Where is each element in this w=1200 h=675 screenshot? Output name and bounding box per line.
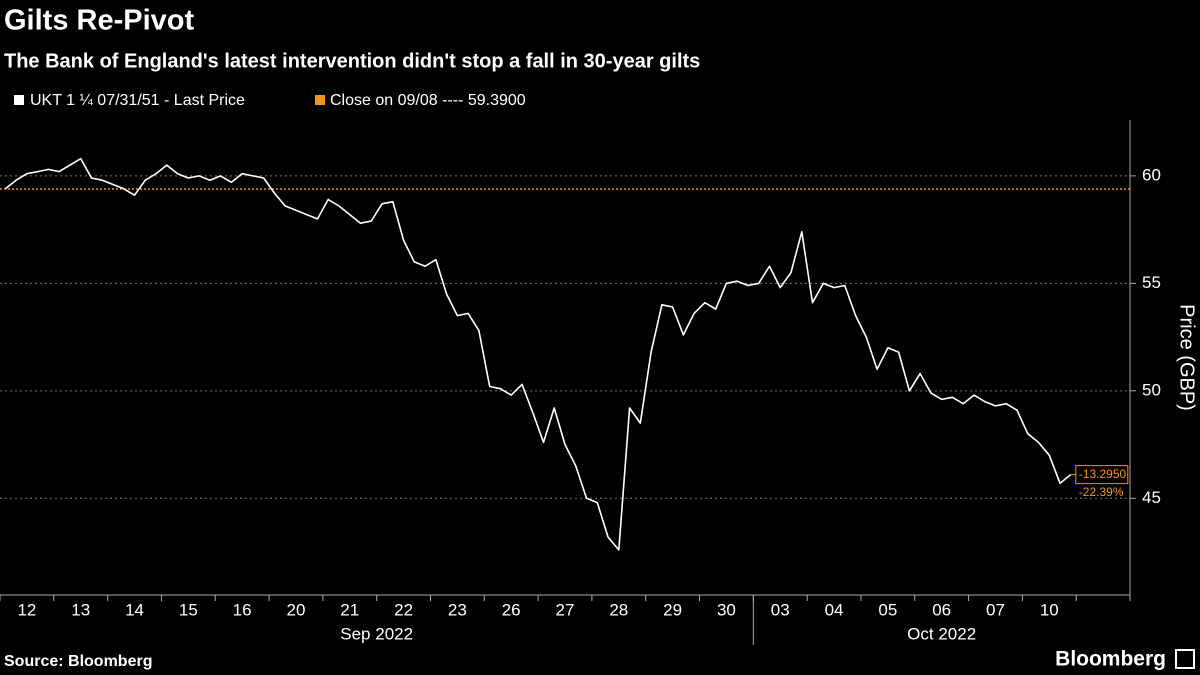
y-tick-label: 55 bbox=[1142, 273, 1161, 292]
y-tick-label: 45 bbox=[1142, 488, 1161, 507]
x-tick-label: 21 bbox=[340, 600, 359, 619]
x-tick-label: 28 bbox=[609, 600, 628, 619]
brand-icon bbox=[1175, 649, 1195, 669]
x-tick-label: 07 bbox=[986, 600, 1005, 619]
chart-subtitle: The Bank of England's latest interventio… bbox=[4, 50, 700, 72]
legend-swatch bbox=[14, 95, 24, 105]
x-tick-label: 14 bbox=[125, 600, 144, 619]
x-tick-label: 03 bbox=[771, 600, 790, 619]
x-group-label: Sep 2022 bbox=[340, 624, 413, 643]
y-axis-label: Price (GBP) bbox=[1176, 304, 1198, 411]
x-group-label: Oct 2022 bbox=[907, 624, 976, 643]
x-tick-label: 12 bbox=[17, 600, 36, 619]
x-tick-label: 04 bbox=[825, 600, 844, 619]
chart-title: Gilts Re-Pivot bbox=[4, 5, 194, 37]
annotation-box bbox=[1075, 465, 1129, 485]
x-tick-label: 06 bbox=[932, 600, 951, 619]
source: Source: Bloomberg bbox=[4, 653, 152, 670]
y-tick-label: 50 bbox=[1142, 380, 1161, 399]
x-tick-label: 23 bbox=[448, 600, 467, 619]
y-tick-label: 60 bbox=[1142, 165, 1161, 184]
legend-label: Close on 09/08 ---- 59.3900 bbox=[330, 92, 526, 109]
legend-swatch bbox=[315, 95, 325, 105]
x-tick-label: 16 bbox=[233, 600, 252, 619]
brand: Bloomberg bbox=[1055, 648, 1166, 671]
annotation: -22.39% bbox=[1079, 485, 1124, 499]
x-tick-label: 15 bbox=[179, 600, 198, 619]
x-tick-label: 10 bbox=[1040, 600, 1059, 619]
x-tick-label: 27 bbox=[556, 600, 575, 619]
x-tick-label: 30 bbox=[717, 600, 736, 619]
legend-label: UKT 1 ¼ 07/31/51 - Last Price bbox=[30, 92, 245, 109]
price-line bbox=[4, 157, 1072, 551]
x-tick-label: 05 bbox=[878, 600, 897, 619]
x-tick-label: 22 bbox=[394, 600, 413, 619]
x-tick-label: 13 bbox=[71, 600, 90, 619]
x-tick-label: 29 bbox=[663, 600, 682, 619]
annotation: -13.2950 bbox=[1079, 467, 1127, 481]
x-tick-label: 20 bbox=[286, 600, 305, 619]
x-tick-label: 26 bbox=[502, 600, 521, 619]
